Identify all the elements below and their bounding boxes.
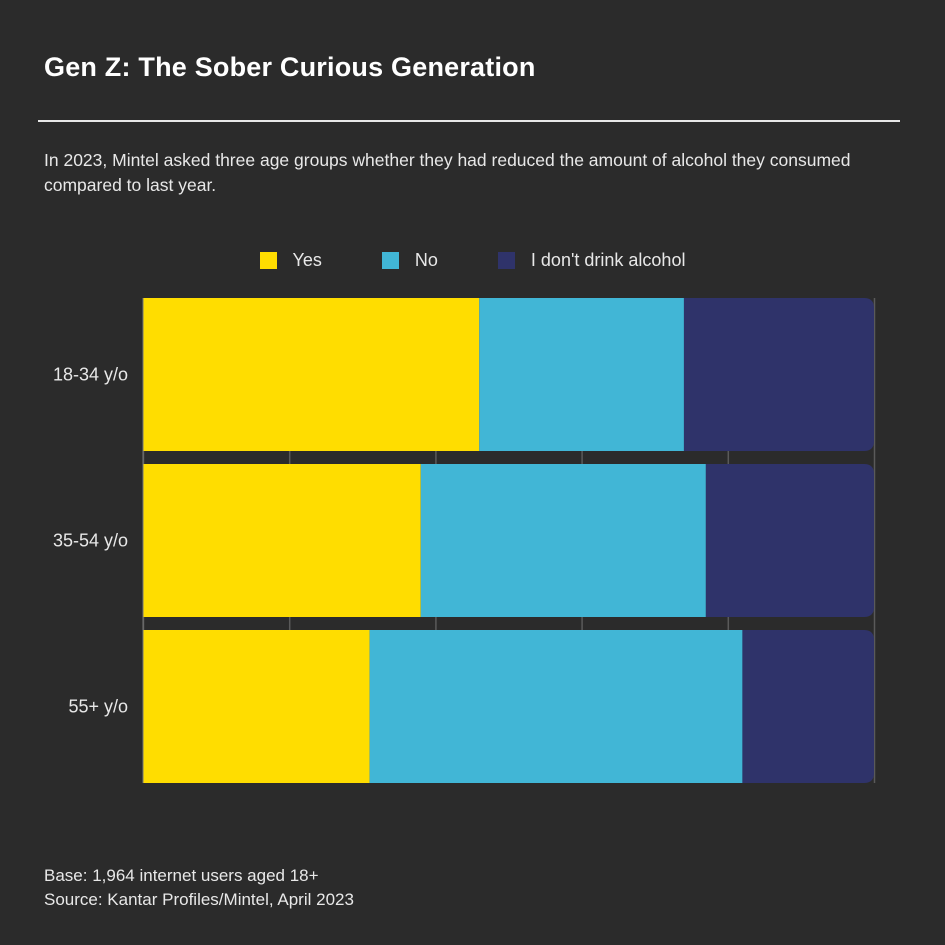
chart-footer: Base: 1,964 internet users aged 18+ Sour… (44, 864, 354, 912)
legend-swatch-yes (259, 252, 277, 269)
legend: Yes No I don't drink alcohol (0, 250, 945, 271)
bar-segment-no (369, 630, 743, 783)
legend-swatch-no (381, 252, 399, 269)
chart-title: Gen Z: The Sober Curious Generation (44, 52, 536, 82)
category-label: 35-54 y/o (53, 531, 128, 551)
category-label: 18-34 y/o (53, 365, 128, 385)
source-note: Source: Kantar Profiles/Mintel, April 20… (44, 890, 354, 909)
legend-item-dont-drink: I don't drink alcohol (497, 250, 686, 271)
legend-swatch-dont-drink (497, 252, 515, 269)
legend-item-no: No (381, 250, 438, 271)
chart-subtitle: In 2023, Mintel asked three age groups w… (44, 150, 851, 195)
legend-item-yes: Yes (259, 250, 322, 271)
bar-segment-i-don-t-drink-alcohol (742, 630, 874, 783)
bar-segment-yes (143, 298, 480, 451)
bar-segment-i-don-t-drink-alcohol (705, 464, 874, 617)
bar-segment-yes (143, 630, 370, 783)
legend-label-yes: Yes (292, 250, 322, 270)
legend-label-dont-drink: I don't drink alcohol (530, 250, 686, 270)
base-note: Base: 1,964 internet users aged 18+ (44, 866, 319, 885)
bar-segment-no (479, 298, 684, 451)
bar-segment-i-don-t-drink-alcohol (683, 298, 874, 451)
category-label: 55+ y/o (68, 697, 128, 717)
bar-segment-no (420, 464, 706, 617)
bar-segment-yes (143, 464, 421, 617)
title-divider (38, 120, 900, 122)
legend-label-no: No (414, 250, 438, 270)
